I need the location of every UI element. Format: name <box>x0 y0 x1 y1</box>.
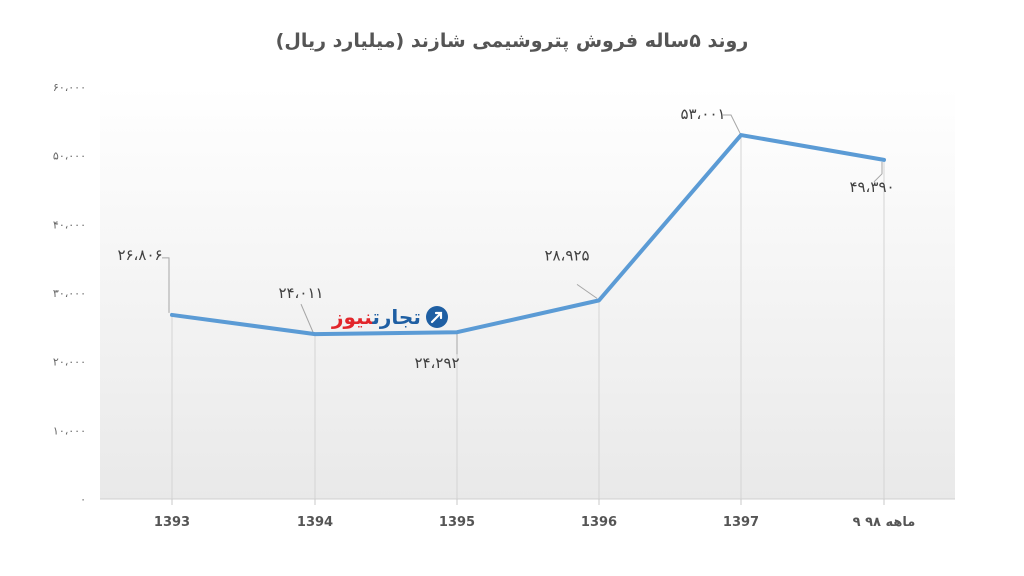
y-tick-label: ۴۰،۰۰۰ <box>53 218 86 231</box>
data-label: ۴۹،۳۹۰ <box>849 178 894 196</box>
data-labels: ۲۶،۸۰۶ ۲۴،۰۱۱ ۲۴،۲۹۲ ۲۸،۹۲۵ ۵۳،۰۰۱ ۴۹،۳۹۰ <box>117 105 894 372</box>
plot-area <box>100 87 955 499</box>
y-tick-label: ۳۰،۰۰۰ <box>53 287 86 300</box>
leader-line <box>162 257 170 313</box>
data-label: ۵۳،۰۰۱ <box>680 105 725 123</box>
watermark-logo: تجارتنیوز <box>332 302 448 332</box>
leader-line <box>723 114 742 136</box>
x-axis: 1393 1394 1395 1396 1397 ۹ ماهه ۹۸ <box>154 499 915 530</box>
y-axis: ۰ ۱۰،۰۰۰ ۲۰،۰۰۰ ۳۰،۰۰۰ ۴۰،۰۰۰ ۵۰،۰۰۰ ۶۰،۰۰۰ <box>53 81 86 506</box>
data-label: ۲۴،۰۱۱ <box>278 284 323 302</box>
leader-line <box>300 303 314 333</box>
y-tick-label: ۲۰،۰۰۰ <box>53 356 86 369</box>
x-tick-label: 1396 <box>581 515 617 530</box>
y-tick-label: ۶۰،۰۰۰ <box>53 81 86 94</box>
drop-lines <box>171 135 885 499</box>
leader-line <box>576 283 598 299</box>
data-label: ۲۴،۲۹۲ <box>414 354 459 372</box>
logo-text-accent: نیوز <box>332 305 373 329</box>
series-line <box>170 133 886 337</box>
y-tick-label: ۵۰،۰۰۰ <box>53 150 86 163</box>
label-leader-lines <box>162 114 883 355</box>
x-tick-label: 1393 <box>154 515 190 530</box>
logo-arrow-icon <box>425 306 448 328</box>
x-tick-label: 1394 <box>297 515 333 530</box>
leader-line <box>873 161 883 183</box>
logo-text-primary: تجارت <box>372 305 421 329</box>
x-tick-label: ۹ ماهه ۹۸ <box>853 515 916 530</box>
x-tick-label: 1397 <box>723 515 759 530</box>
data-label: ۲۶،۸۰۶ <box>117 246 162 264</box>
x-tick-label: 1395 <box>439 515 475 530</box>
data-label: ۲۸،۹۲۵ <box>544 246 589 264</box>
logo-text: تجارتنیوز <box>332 305 421 329</box>
y-tick-label: ۱۰،۰۰۰ <box>53 424 86 437</box>
chart-title: روند ۵ساله فروش پتروشیمی شازند (میلیارد … <box>275 30 749 52</box>
y-tick-label: ۰ <box>80 493 86 506</box>
